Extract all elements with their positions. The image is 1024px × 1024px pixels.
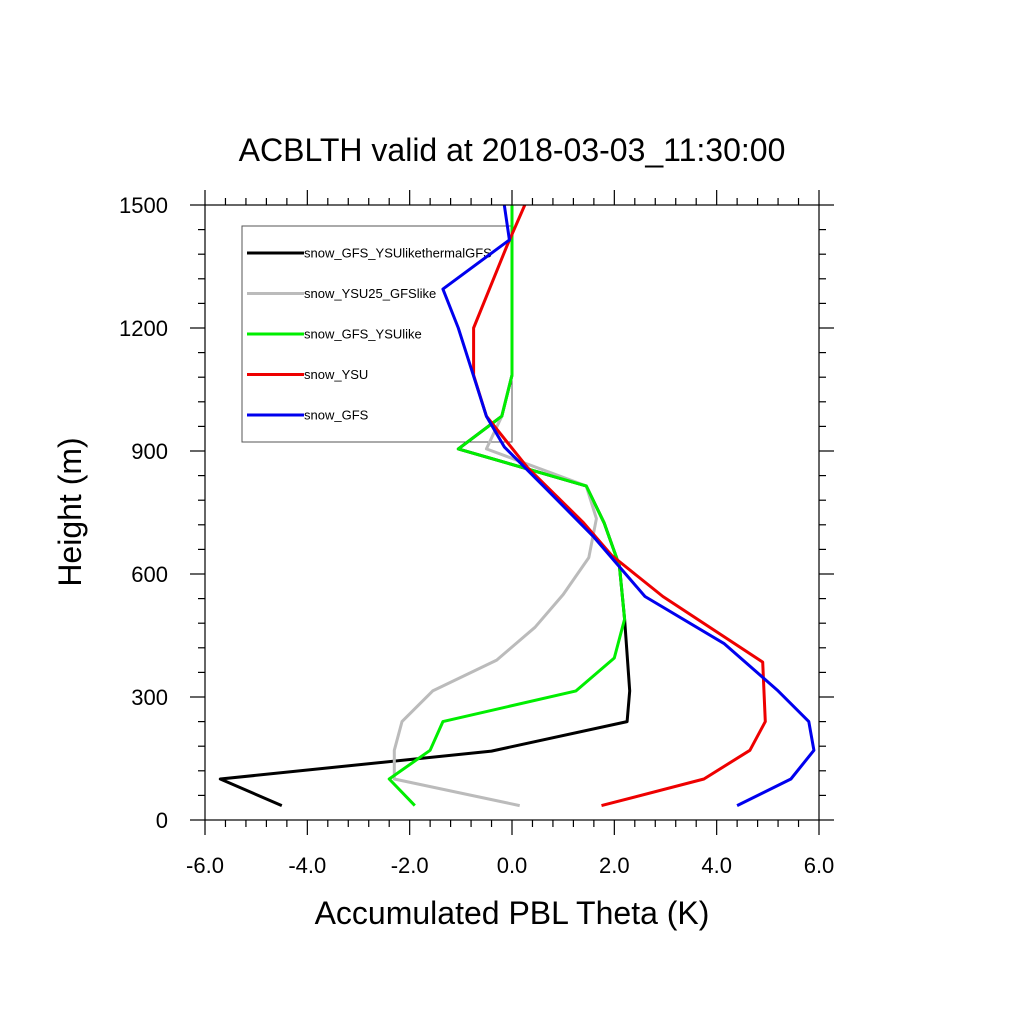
legend-label: snow_GFS [304,408,369,423]
tick-layer [190,190,834,835]
x-tick-label: 0.0 [497,853,528,878]
x-tick-label: 6.0 [804,853,835,878]
series-line-snow-gfs-ysulike [387,205,627,807]
y-tick-label: 0 [156,808,168,833]
x-tick-label: -6.0 [186,853,224,878]
x-axis-label: Accumulated PBL Theta (K) [315,895,710,931]
y-tick-label: 300 [131,685,168,710]
legend-label: snow_YSU [304,367,368,382]
y-axis-label: Height (m) [52,437,88,586]
series-line-snow-ysu [472,204,767,808]
legend-label: snow_YSU25_GFSlike [304,286,436,301]
x-tick-labels: -6.0 -4.0 -2.0 0.0 2.0 4.0 6.0 [186,853,834,878]
y-tick-label: 1200 [119,316,168,341]
y-tick-labels: 0 300 600 900 1200 1500 [119,193,168,833]
legend-label: snow_GFS_YSUlike [304,327,422,342]
x-tick-label: 4.0 [701,853,732,878]
x-tick-label: 2.0 [599,853,630,878]
chart-title: ACBLTH valid at 2018-03-03_11:30:00 [239,132,786,168]
y-tick-label: 900 [131,439,168,464]
x-tick-label: -2.0 [391,853,429,878]
x-tick-label: -4.0 [288,853,326,878]
legend-label: snow_GFS_YSUlikethermalGFS [304,246,492,261]
y-tick-label: 1500 [119,193,168,218]
legend: snow_GFS_YSUlikethermalGFS snow_YSU25_GFS… [241,225,513,443]
series-layer [218,204,816,808]
series-line-snow-gfs [441,204,816,807]
y-tick-label: 600 [131,562,168,587]
